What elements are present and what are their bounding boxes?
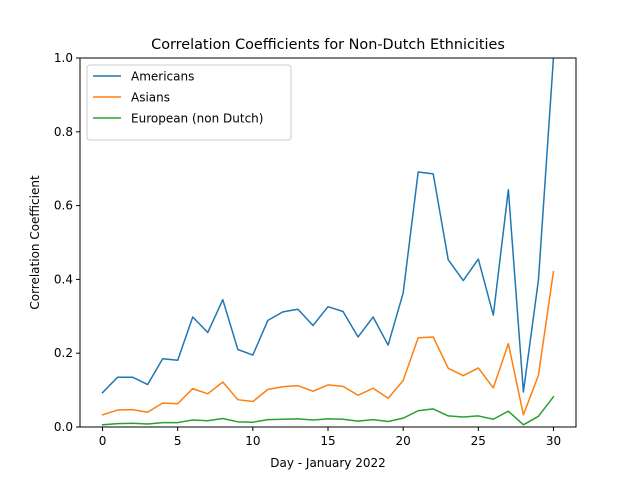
x-axis-label: Day - January 2022 (270, 456, 386, 470)
legend-label: Asians (131, 91, 170, 105)
y-tick-label: 1.0 (54, 51, 73, 65)
legend-label: Americans (131, 70, 194, 84)
y-tick-label: 0.6 (54, 199, 73, 213)
y-tick-label: 0.4 (54, 272, 73, 286)
x-tick-label: 20 (396, 434, 411, 448)
legend-box (86, 64, 292, 141)
x-tick-label: 25 (471, 434, 486, 448)
legend: Americans Asians European (non Dutch) (86, 64, 292, 141)
y-tick-label: 0.2 (54, 346, 73, 360)
y-tick-label: 0.0 (54, 420, 73, 434)
chart-title: Correlation Coefficients for Non-Dutch E… (151, 37, 505, 53)
y-axis: 0.0 0.2 0.4 0.6 0.8 1.0 (54, 51, 80, 434)
series-line-european-non-dutch (101, 395, 555, 426)
legend-label: European (non Dutch) (131, 112, 263, 126)
x-tick-label: 10 (245, 434, 260, 448)
x-tick-label: 15 (320, 434, 335, 448)
x-tick-label: 5 (174, 434, 182, 448)
plot-area (101, 58, 555, 426)
x-tick-label: 0 (99, 434, 107, 448)
series-line-asians (101, 270, 555, 416)
plot-frame (79, 57, 577, 428)
y-axis-label: Correlation Coefficient (28, 175, 42, 310)
x-tick-label: 30 (546, 434, 561, 448)
x-axis: 0 5 10 15 20 25 30 (99, 427, 561, 448)
series-line-americans (101, 58, 555, 394)
y-tick-label: 0.8 (54, 125, 73, 139)
